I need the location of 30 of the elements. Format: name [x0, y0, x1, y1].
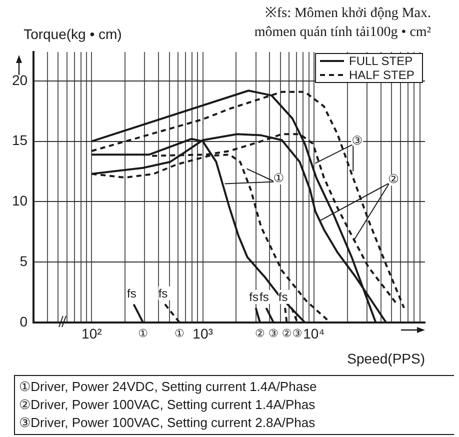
- legend-label: HALF STEP: [349, 68, 414, 82]
- text: ②Driver, Power 100VAC, Setting current 1.4A/Phas: [19, 396, 316, 414]
- text: ①Driver, Power 24VDC, Setting current 1.4A/Phase: [19, 378, 318, 396]
- y-tick-label: 5: [20, 252, 28, 269]
- annotation: ①: [138, 326, 148, 340]
- annotation: ③: [268, 326, 279, 340]
- x-axis-title: Speed(PPS): [347, 350, 425, 366]
- annotation: fs: [249, 290, 258, 304]
- text: ③Driver, Power 100VAC, Setting current 2.8A/Phas: [19, 414, 316, 432]
- x-tick-label: 10²: [82, 326, 102, 342]
- annotation: ①: [174, 326, 185, 340]
- annotation: ②: [255, 326, 266, 340]
- legend-label: FULL STEP: [349, 54, 413, 68]
- annotation: ③: [292, 326, 302, 340]
- annotation: fs: [158, 286, 168, 301]
- annotation: fs: [260, 290, 269, 304]
- chart-subtitle: ※fs: Mômen khởi động Max. mômen quán tính tải100g • cm²: [254, 5, 431, 42]
- x-tick-label: 10⁴: [303, 326, 325, 342]
- annotation: ②: [282, 326, 292, 340]
- annotation: ③: [352, 133, 363, 148]
- y-axis-title: Torque(kg • cm): [24, 26, 122, 42]
- y-tick-label: 10: [12, 192, 28, 209]
- annotation: fs: [127, 286, 136, 301]
- annotation: fs: [278, 290, 288, 304]
- annotation: ②: [388, 172, 399, 186]
- y-tick-label: 20: [12, 72, 28, 88]
- x-tick-label: 10³: [192, 326, 214, 342]
- y-tick-label: 15: [12, 132, 28, 148]
- y-tick-label: 0: [20, 313, 28, 330]
- annotation: ①: [273, 170, 284, 185]
